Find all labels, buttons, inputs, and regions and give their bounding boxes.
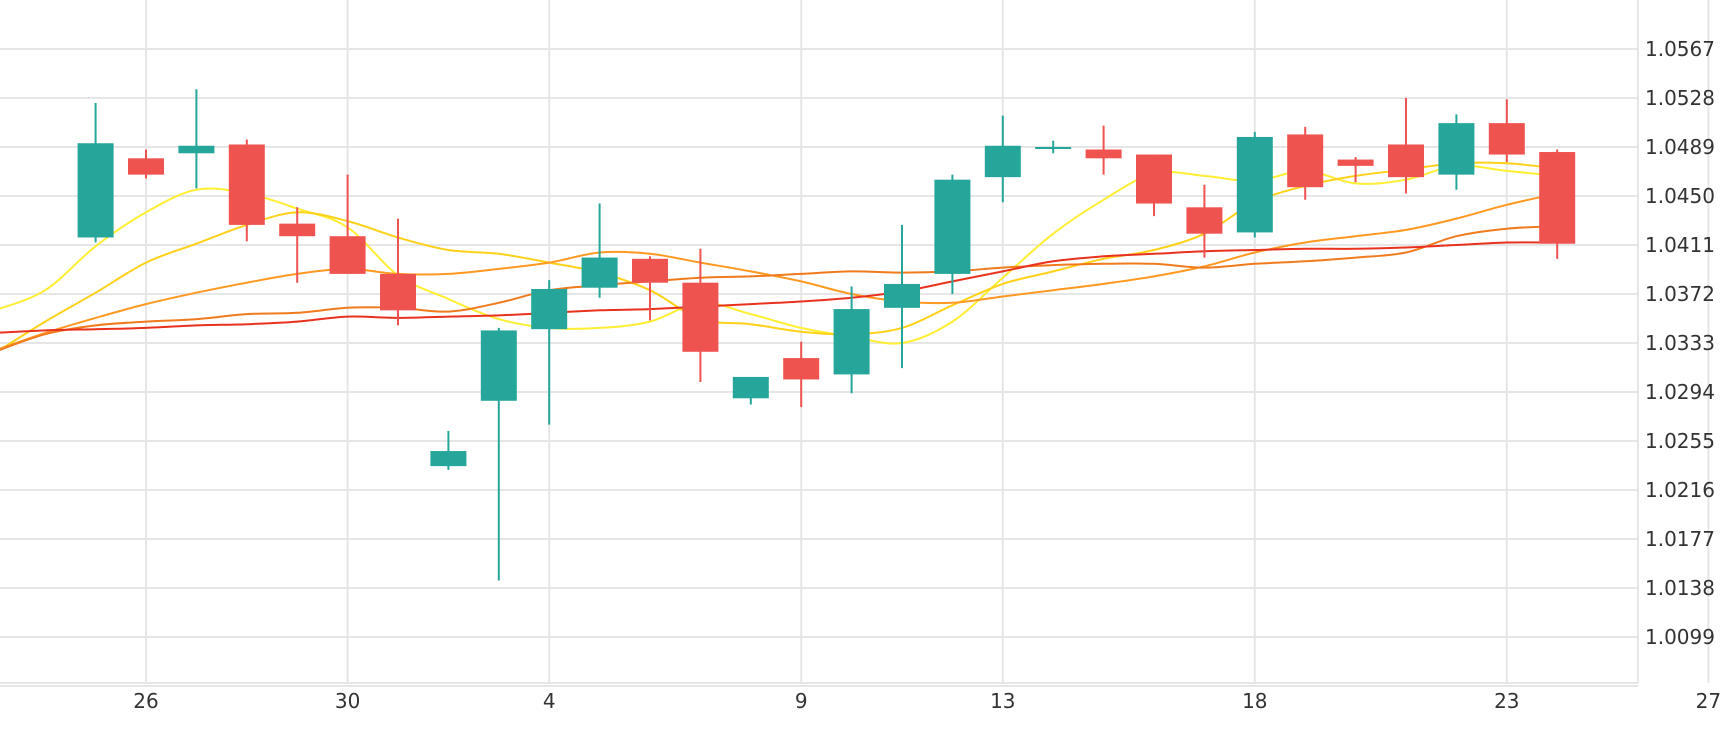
candle-body — [984, 145, 1021, 178]
y-tick-label: 1.0294 — [1645, 380, 1715, 404]
candle-down — [1539, 149, 1576, 259]
candle-body — [228, 144, 265, 225]
x-tick-label: 4 — [543, 689, 556, 713]
candle-body — [329, 236, 366, 274]
candle-body — [581, 257, 618, 288]
candle-up — [833, 286, 870, 394]
y-tick-label: 1.0450 — [1645, 184, 1715, 208]
overlay-line-5 — [0, 241, 1558, 334]
candle-down — [632, 256, 668, 321]
candle-down — [380, 218, 416, 326]
candle-body — [1388, 144, 1424, 178]
candle-body — [934, 179, 971, 274]
candle-up — [984, 115, 1021, 203]
candle-down — [1186, 184, 1223, 258]
candle-down — [128, 149, 164, 179]
x-tick-label: 26 — [133, 689, 158, 713]
y-tick-label: 1.0333 — [1645, 331, 1715, 355]
candle-body — [1287, 134, 1324, 188]
y-tick-label: 1.0216 — [1645, 478, 1715, 502]
candle-down — [329, 174, 366, 274]
candle-body — [833, 309, 870, 375]
candle-down — [1337, 157, 1374, 183]
x-tick-label: 30 — [335, 689, 360, 713]
overlay-line-4 — [0, 225, 1558, 351]
grid — [0, 0, 1710, 687]
y-tick-label: 1.0099 — [1645, 625, 1715, 649]
x-tick-label: 18 — [1242, 689, 1267, 713]
candle-body — [1136, 154, 1172, 204]
y-tick-label: 1.0177 — [1645, 527, 1715, 551]
y-tick-label: 1.0138 — [1645, 576, 1715, 600]
candle-body — [1236, 136, 1273, 233]
candle-body — [178, 145, 215, 154]
candle-body — [480, 330, 517, 401]
candle-body — [1035, 147, 1072, 149]
candle-up — [1438, 114, 1475, 190]
candle-up — [1035, 140, 1072, 154]
x-tick-label: 13 — [990, 689, 1015, 713]
y-tick-label: 1.0255 — [1645, 429, 1715, 453]
candle-up — [934, 174, 971, 294]
candles — [77, 89, 1576, 581]
candle-body — [279, 223, 316, 237]
candle-down — [1136, 154, 1172, 217]
candle-body — [884, 283, 920, 308]
candle-down — [682, 248, 719, 382]
y-tick-label: 1.0528 — [1645, 86, 1715, 110]
candle-up — [732, 376, 769, 405]
candle-down — [1085, 125, 1122, 175]
candle-body — [531, 288, 568, 330]
candle-up — [480, 327, 517, 581]
candle-down — [1488, 99, 1525, 163]
candle-body — [430, 451, 467, 467]
y-tick-label: 1.0567 — [1645, 37, 1715, 61]
x-axis: 26 30 4 9 13 18 23 27 — [0, 682, 1721, 713]
candle-up — [531, 280, 568, 425]
y-tick-label: 1.0372 — [1645, 282, 1715, 306]
x-tick-label: 9 — [795, 689, 808, 713]
y-axis: 1.0567 1.0528 1.0489 1.0450 1.0411 1.0372 1.03… — [1637, 0, 1715, 683]
candle-body — [1488, 123, 1525, 155]
candle-down — [279, 207, 316, 283]
candle-up — [77, 103, 114, 243]
candle-body — [783, 358, 820, 380]
candle-body — [732, 376, 769, 399]
candle-down — [1388, 98, 1424, 194]
candle-body — [1539, 152, 1576, 244]
candle-up — [430, 430, 467, 470]
candle-body — [1186, 207, 1223, 234]
candle-body — [77, 143, 114, 238]
candle-body — [1438, 123, 1475, 175]
x-tick-label: 23 — [1494, 689, 1519, 713]
candle-body — [128, 158, 164, 175]
y-tick-label: 1.0411 — [1645, 233, 1715, 257]
x-tick-label: 27 — [1696, 689, 1721, 713]
y-tick-label: 1.0489 — [1645, 135, 1715, 159]
candle-body — [1337, 159, 1374, 166]
candle-body — [682, 282, 719, 352]
candle-down — [783, 341, 820, 408]
candle-body — [380, 273, 416, 311]
candle-up — [581, 203, 618, 298]
candle-body — [1085, 149, 1122, 159]
candle-up — [884, 224, 920, 369]
candle-down — [228, 139, 265, 242]
candle-up — [1236, 131, 1273, 238]
candle-down — [1287, 126, 1324, 200]
candle-body — [632, 258, 668, 283]
candle-up — [178, 89, 215, 189]
